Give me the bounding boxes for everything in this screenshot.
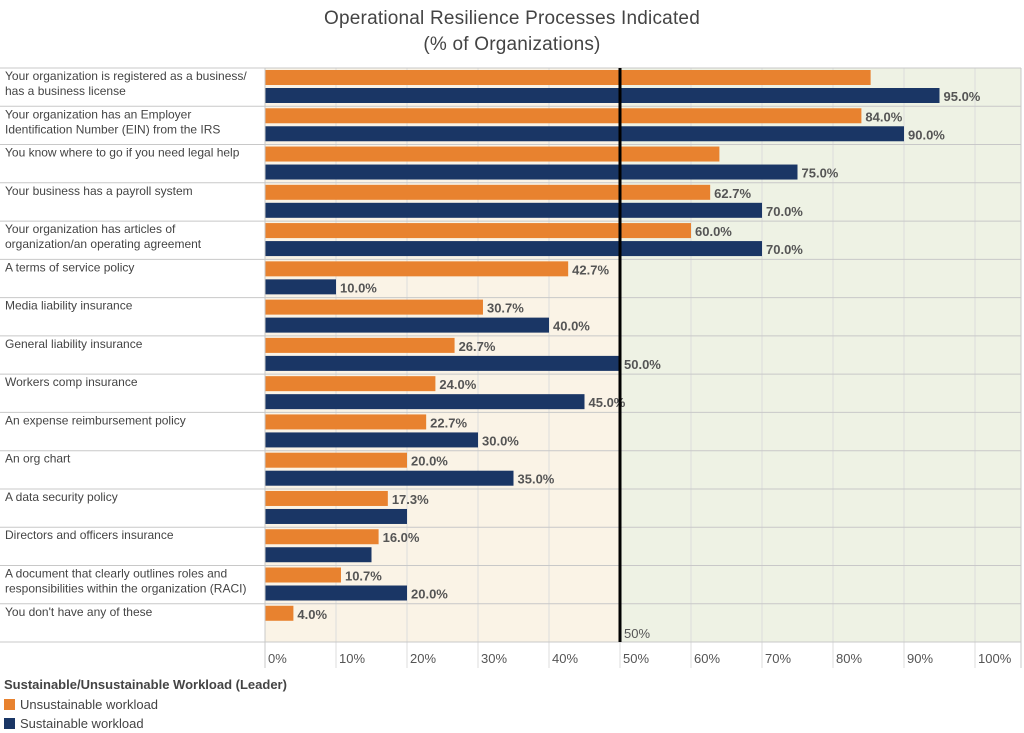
legend: Sustainable/Unsustainable Workload (Lead…	[4, 677, 287, 733]
legend-item-unsustainable[interactable]: Unsustainable workload	[4, 695, 287, 714]
x-tick-label-0: 0%	[268, 651, 287, 666]
bar-sustainable-10	[265, 470, 514, 486]
bar-sustainable-11	[265, 508, 407, 524]
category-label-7: General liability insurance	[5, 337, 143, 351]
bar-unsustainable-5	[265, 261, 569, 277]
bar-sustainable-12	[265, 547, 372, 563]
category-label-6: Media liability insurance	[5, 299, 133, 313]
data-label-sustainable-2: 75.0%	[802, 166, 839, 181]
category-label-12: Directors and officers insurance	[5, 528, 174, 542]
bar-unsustainable-3	[265, 184, 711, 200]
category-label-4-line-0: Your organization has articles of	[5, 222, 176, 236]
data-label-sustainable-9: 30.0%	[482, 433, 519, 448]
data-label-sustainable-7: 50.0%	[624, 357, 661, 372]
bar-unsustainable-13	[265, 567, 341, 583]
data-label-unsustainable-13: 10.7%	[345, 569, 382, 584]
data-label-sustainable-13: 20.0%	[411, 587, 448, 602]
bar-sustainable-3	[265, 202, 762, 218]
category-label-13-line-1: responsibilities within the organization…	[5, 582, 246, 596]
x-tick-label-6: 60%	[694, 651, 720, 666]
legend-title: Sustainable/Unsustainable Workload (Lead…	[4, 677, 287, 692]
chart-title: Operational Resilience Processes Indicat…	[0, 6, 1024, 58]
data-label-sustainable-1: 90.0%	[908, 127, 945, 142]
chart-title-line-2: (% of Organizations)	[423, 34, 601, 55]
bar-unsustainable-14	[265, 605, 294, 621]
x-tick-label-7: 70%	[765, 651, 791, 666]
data-label-unsustainable-9: 22.7%	[430, 415, 467, 430]
data-label-unsustainable-11: 17.3%	[392, 492, 429, 507]
bar-sustainable-13	[265, 585, 407, 601]
data-label-unsustainable-14: 4.0%	[297, 607, 327, 622]
category-label-14: You don't have any of these	[5, 605, 153, 619]
bar-unsustainable-9	[265, 414, 427, 430]
bar-unsustainable-6	[265, 299, 483, 315]
bar-sustainable-5	[265, 279, 336, 295]
bar-sustainable-4	[265, 241, 762, 257]
bar-unsustainable-7	[265, 337, 455, 353]
data-label-unsustainable-8: 24.0%	[439, 377, 476, 392]
data-label-sustainable-8: 45.0%	[589, 395, 626, 410]
chart-title-line-1: Operational Resilience Processes Indicat…	[324, 8, 700, 29]
bar-unsustainable-4	[265, 223, 691, 239]
x-tick-label-10: 100%	[978, 651, 1012, 666]
category-label-5: A terms of service policy	[5, 260, 134, 274]
data-label-unsustainable-5: 42.7%	[572, 262, 609, 277]
category-label-8: Workers comp insurance	[5, 375, 138, 389]
x-tick-label-1: 10%	[339, 651, 365, 666]
bg-below-reference	[265, 68, 620, 643]
data-label-sustainable-10: 35.0%	[518, 472, 555, 487]
category-label-13-line-0: A document that clearly outlines roles a…	[5, 567, 227, 581]
data-label-unsustainable-10: 20.0%	[411, 454, 448, 469]
bar-unsustainable-0	[265, 70, 871, 85]
category-label-9: An expense reimbursement policy	[5, 413, 186, 427]
category-label-2: You know where to go if you need legal h…	[5, 146, 240, 160]
legend-label-sustainable: Sustainable workload	[20, 716, 144, 731]
x-tick-label-9: 90%	[907, 651, 933, 666]
data-label-sustainable-0: 95.0%	[944, 89, 981, 104]
legend-label-unsustainable: Unsustainable workload	[20, 697, 159, 712]
x-tick-label-5: 50%	[623, 651, 649, 666]
data-label-unsustainable-1: 84.0%	[865, 109, 902, 124]
bg-above-reference	[620, 68, 1021, 643]
x-tick-label-3: 30%	[481, 651, 507, 666]
bar-sustainable-1	[265, 126, 904, 142]
bar-unsustainable-8	[265, 376, 436, 392]
legend-swatch-sustainable	[4, 718, 15, 729]
data-label-sustainable-3: 70.0%	[766, 204, 803, 219]
data-label-unsustainable-7: 26.7%	[459, 339, 496, 354]
category-label-3: Your business has a payroll system	[5, 184, 193, 198]
category-label-0-line-0: Your organization is registered as a bus…	[5, 69, 247, 83]
category-label-10: An org chart	[5, 452, 71, 466]
category-label-1-line-0: Your organization has an Employer	[5, 107, 191, 121]
bar-sustainable-8	[265, 394, 585, 410]
bar-sustainable-2	[265, 164, 798, 180]
category-label-11: A data security policy	[5, 490, 118, 504]
bar-unsustainable-12	[265, 529, 379, 545]
bar-unsustainable-11	[265, 490, 388, 506]
data-label-sustainable-6: 40.0%	[553, 319, 590, 334]
category-label-0-line-1: has a business license	[5, 84, 126, 98]
category-label-1-line-1: Identification Number (EIN) from the IRS	[5, 122, 220, 136]
bar-unsustainable-10	[265, 452, 407, 468]
reference-line-label: 50%	[624, 626, 650, 641]
data-label-sustainable-4: 70.0%	[766, 242, 803, 257]
data-label-unsustainable-6: 30.7%	[487, 301, 524, 316]
x-tick-label-2: 20%	[410, 651, 436, 666]
bar-sustainable-0	[265, 88, 940, 103]
legend-item-sustainable[interactable]: Sustainable workload	[4, 714, 287, 733]
data-label-unsustainable-12: 16.0%	[383, 530, 420, 545]
data-label-unsustainable-3: 62.7%	[714, 186, 751, 201]
bar-sustainable-7	[265, 355, 620, 371]
x-tick-label-4: 40%	[552, 651, 578, 666]
bar-sustainable-6	[265, 317, 549, 333]
bar-unsustainable-2	[265, 146, 720, 162]
bar-unsustainable-1	[265, 108, 862, 124]
category-label-4-line-1: organization/an operating agreement	[5, 237, 202, 251]
data-label-unsustainable-4: 60.0%	[695, 224, 732, 239]
legend-swatch-unsustainable	[4, 699, 15, 710]
bar-chart: 0% 10% 20% 30% 40% 50% 60% 70% 80% 90% 100% Your or…	[0, 67, 1022, 669]
bar-sustainable-9	[265, 432, 478, 448]
x-tick-label-8: 80%	[836, 651, 862, 666]
data-label-sustainable-5: 10.0%	[340, 280, 377, 295]
